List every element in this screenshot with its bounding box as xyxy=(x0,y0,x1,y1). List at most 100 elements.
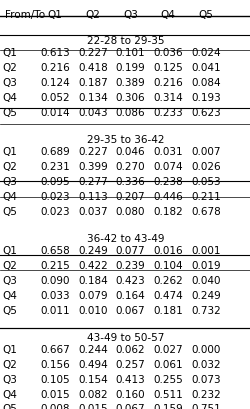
Text: 0.249: 0.249 xyxy=(78,246,107,256)
Text: Q2: Q2 xyxy=(2,261,17,271)
Text: 0.053: 0.053 xyxy=(190,177,220,187)
Text: 0.061: 0.061 xyxy=(153,360,182,370)
Text: 0.000: 0.000 xyxy=(190,345,220,355)
Text: 0.249: 0.249 xyxy=(190,291,220,301)
Text: 0.082: 0.082 xyxy=(78,390,107,400)
Text: 0.199: 0.199 xyxy=(115,63,145,73)
Text: 0.062: 0.062 xyxy=(115,345,145,355)
Text: 0.086: 0.086 xyxy=(115,108,145,117)
Text: Q5: Q5 xyxy=(2,405,17,409)
Text: 29-35 to 36-42: 29-35 to 36-42 xyxy=(86,135,164,145)
Text: 0.238: 0.238 xyxy=(153,177,182,187)
Text: 22-28 to 29-35: 22-28 to 29-35 xyxy=(86,36,164,46)
Text: 0.678: 0.678 xyxy=(190,207,220,216)
Text: 0.095: 0.095 xyxy=(40,177,70,187)
Text: 0.257: 0.257 xyxy=(115,360,145,370)
Text: 0.446: 0.446 xyxy=(153,192,182,202)
Text: 0.184: 0.184 xyxy=(78,276,107,286)
Text: 0.623: 0.623 xyxy=(190,108,220,117)
Text: 0.008: 0.008 xyxy=(40,405,70,409)
Text: Q4: Q4 xyxy=(160,10,175,20)
Text: 0.474: 0.474 xyxy=(153,291,182,301)
Text: 0.389: 0.389 xyxy=(115,78,145,88)
Text: Q3: Q3 xyxy=(122,10,138,20)
Text: 0.262: 0.262 xyxy=(153,276,182,286)
Text: 0.074: 0.074 xyxy=(153,162,182,172)
Text: 0.024: 0.024 xyxy=(190,48,220,58)
Text: 0.016: 0.016 xyxy=(153,246,182,256)
Text: 0.232: 0.232 xyxy=(190,390,220,400)
Text: Q2: Q2 xyxy=(2,162,17,172)
Text: Q2: Q2 xyxy=(85,10,100,20)
Text: 0.079: 0.079 xyxy=(78,291,107,301)
Text: From/To: From/To xyxy=(5,10,45,20)
Text: 0.732: 0.732 xyxy=(190,306,220,315)
Text: Q4: Q4 xyxy=(2,93,17,103)
Text: 0.494: 0.494 xyxy=(78,360,107,370)
Text: Q5: Q5 xyxy=(2,306,17,315)
Text: 0.019: 0.019 xyxy=(190,261,220,271)
Text: 0.399: 0.399 xyxy=(78,162,107,172)
Text: 0.023: 0.023 xyxy=(40,192,70,202)
Text: 0.216: 0.216 xyxy=(40,63,70,73)
Text: Q1: Q1 xyxy=(48,10,62,20)
Text: 0.667: 0.667 xyxy=(40,345,70,355)
Text: 0.336: 0.336 xyxy=(115,177,145,187)
Text: Q2: Q2 xyxy=(2,360,17,370)
Text: 0.233: 0.233 xyxy=(153,108,182,117)
Text: Q3: Q3 xyxy=(2,375,17,385)
Text: 0.067: 0.067 xyxy=(115,405,145,409)
Text: 0.124: 0.124 xyxy=(40,78,70,88)
Text: 0.156: 0.156 xyxy=(40,360,70,370)
Text: 0.511: 0.511 xyxy=(153,390,182,400)
Text: 0.026: 0.026 xyxy=(190,162,220,172)
Text: 0.215: 0.215 xyxy=(40,261,70,271)
Text: 0.164: 0.164 xyxy=(115,291,145,301)
Text: 36-42 to 43-49: 36-42 to 43-49 xyxy=(86,234,164,244)
Text: 0.159: 0.159 xyxy=(153,405,182,409)
Text: 0.193: 0.193 xyxy=(190,93,220,103)
Text: 0.067: 0.067 xyxy=(115,306,145,315)
Text: 0.023: 0.023 xyxy=(40,207,70,216)
Text: 0.007: 0.007 xyxy=(190,147,220,157)
Text: Q4: Q4 xyxy=(2,192,17,202)
Text: 0.613: 0.613 xyxy=(40,48,70,58)
Text: 0.073: 0.073 xyxy=(190,375,220,385)
Text: 0.037: 0.037 xyxy=(78,207,107,216)
Text: 0.014: 0.014 xyxy=(40,108,70,117)
Text: 0.090: 0.090 xyxy=(40,276,70,286)
Text: Q4: Q4 xyxy=(2,291,17,301)
Text: 0.689: 0.689 xyxy=(40,147,70,157)
Text: Q5: Q5 xyxy=(2,207,17,216)
Text: 0.181: 0.181 xyxy=(153,306,182,315)
Text: 0.027: 0.027 xyxy=(153,345,182,355)
Text: 43-49 to 50-57: 43-49 to 50-57 xyxy=(86,333,164,343)
Text: 0.207: 0.207 xyxy=(115,192,145,202)
Text: 0.101: 0.101 xyxy=(115,48,145,58)
Text: 0.031: 0.031 xyxy=(153,147,182,157)
Text: 0.043: 0.043 xyxy=(78,108,107,117)
Text: 0.113: 0.113 xyxy=(78,192,107,202)
Text: 0.211: 0.211 xyxy=(190,192,220,202)
Text: Q1: Q1 xyxy=(2,48,17,58)
Text: Q2: Q2 xyxy=(2,63,17,73)
Text: Q1: Q1 xyxy=(2,345,17,355)
Text: Q3: Q3 xyxy=(2,177,17,187)
Text: 0.036: 0.036 xyxy=(153,48,182,58)
Text: 0.422: 0.422 xyxy=(78,261,107,271)
Text: 0.216: 0.216 xyxy=(153,78,182,88)
Text: 0.658: 0.658 xyxy=(40,246,70,256)
Text: 0.011: 0.011 xyxy=(40,306,70,315)
Text: 0.010: 0.010 xyxy=(78,306,107,315)
Text: 0.227: 0.227 xyxy=(78,147,107,157)
Text: 0.239: 0.239 xyxy=(115,261,145,271)
Text: 0.046: 0.046 xyxy=(115,147,145,157)
Text: 0.015: 0.015 xyxy=(40,390,70,400)
Text: Q4: Q4 xyxy=(2,390,17,400)
Text: 0.040: 0.040 xyxy=(190,276,220,286)
Text: 0.001: 0.001 xyxy=(190,246,220,256)
Text: 0.227: 0.227 xyxy=(78,48,107,58)
Text: Q5: Q5 xyxy=(2,108,17,117)
Text: 0.306: 0.306 xyxy=(115,93,145,103)
Text: 0.244: 0.244 xyxy=(78,345,107,355)
